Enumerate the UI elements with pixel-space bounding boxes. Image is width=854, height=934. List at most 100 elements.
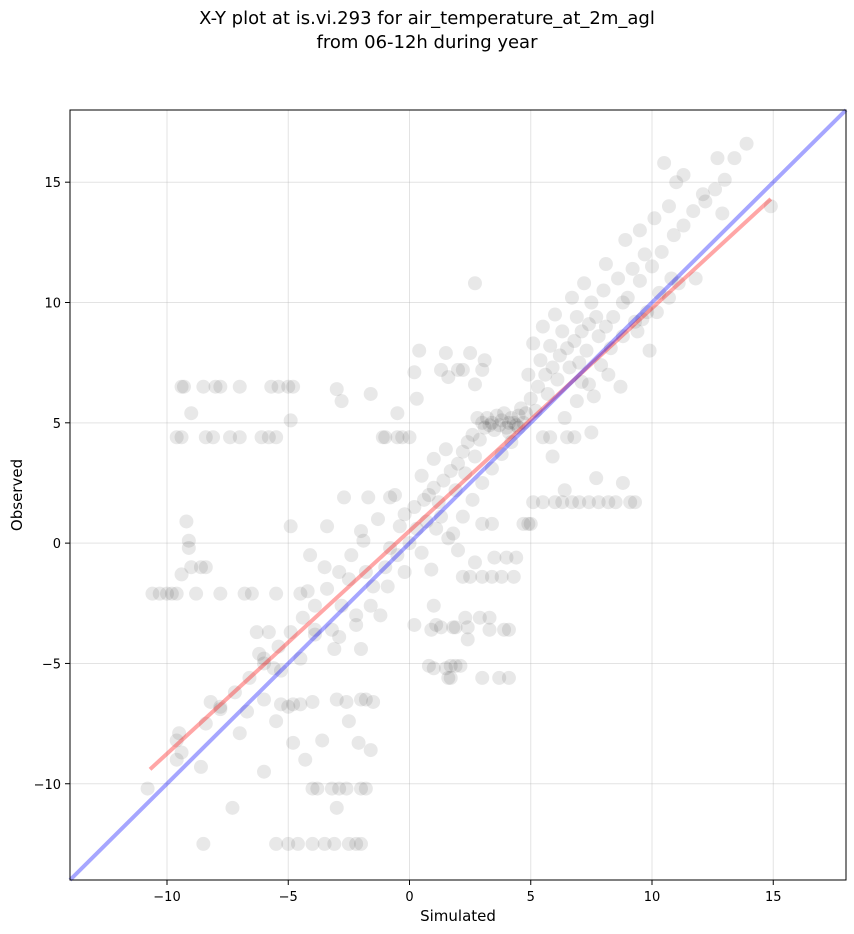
scatter-point <box>286 697 301 712</box>
scatter-point <box>324 622 339 637</box>
scatter-point <box>349 836 364 851</box>
scatter-point <box>475 475 490 490</box>
scatter-point <box>429 521 444 536</box>
scatter-point <box>286 379 301 394</box>
scatter-point <box>244 586 259 601</box>
scatter-point <box>332 781 347 796</box>
scatter-point <box>344 548 359 563</box>
scatter-point <box>434 362 449 377</box>
scatter-point <box>179 514 194 529</box>
scatter-point <box>630 324 645 339</box>
scatter-point <box>598 257 613 271</box>
scatter-point <box>392 519 407 534</box>
scatter-point <box>254 430 269 445</box>
scatter-point <box>380 579 395 594</box>
scatter-point <box>657 155 672 170</box>
scatter-point <box>589 309 604 324</box>
scatter-point <box>695 187 710 202</box>
scatter-point <box>269 714 284 729</box>
scatter-point <box>487 550 502 565</box>
scatter-point <box>417 492 432 507</box>
scatter-point <box>535 319 550 334</box>
scatter-point <box>269 430 284 445</box>
scatter-point <box>550 372 565 387</box>
scatter-point <box>615 475 630 490</box>
scatter-point <box>208 379 223 394</box>
scatter-point <box>494 569 509 584</box>
scatter-point <box>467 276 482 291</box>
scatter-point <box>293 586 308 601</box>
scatter-point <box>666 228 681 243</box>
scatter-point <box>213 702 228 717</box>
scatter-point <box>484 461 499 476</box>
scatter-point <box>596 283 611 298</box>
scatter-point <box>710 151 725 166</box>
scatter-point <box>213 379 228 394</box>
y-tick-label: 5 <box>53 417 61 432</box>
scatter-point <box>414 468 429 483</box>
x-tick-label: −10 <box>153 890 180 905</box>
scatter-point <box>739 136 754 151</box>
scatter-point <box>174 379 189 394</box>
scatter-point <box>397 507 412 522</box>
scatter-point <box>378 560 393 575</box>
scatter-point <box>354 781 368 796</box>
scatter-point <box>232 430 247 445</box>
scatter-point <box>320 581 335 596</box>
scatter-point <box>686 204 701 219</box>
scatter-point <box>446 526 461 541</box>
scatter-point <box>506 415 521 430</box>
scatter-point <box>290 836 305 851</box>
scatter-point <box>451 362 465 377</box>
scatter-point <box>467 377 482 392</box>
y-tick-label: 10 <box>44 297 61 312</box>
scatter-point <box>269 586 284 601</box>
scatter-point <box>564 290 579 305</box>
scatter-point <box>409 391 424 406</box>
scatter-point <box>516 415 531 430</box>
scatter-point <box>664 271 679 286</box>
scatter-point <box>261 625 276 640</box>
scatter-point <box>669 175 684 190</box>
scatter-point <box>472 610 487 625</box>
scatter-point <box>475 670 490 685</box>
scatter-point <box>632 273 647 288</box>
scatter-point <box>438 442 453 457</box>
scatter-point <box>501 670 516 685</box>
scatter-point <box>303 548 318 563</box>
scatter-point <box>441 531 456 546</box>
scatter-point <box>727 151 742 166</box>
scatter-point <box>242 670 257 685</box>
scatter-point <box>298 752 313 767</box>
scatter-point <box>581 377 596 392</box>
scatter-point <box>584 295 599 310</box>
scatter-point <box>283 519 298 534</box>
scatter-point <box>572 355 587 370</box>
scatter-point <box>232 379 247 394</box>
scatter-point <box>467 449 482 464</box>
scatter-point <box>455 509 470 524</box>
x-tick-label: −5 <box>279 890 298 905</box>
scatter-point <box>516 516 531 531</box>
scatter-point <box>572 495 587 510</box>
scatter-point <box>366 579 381 594</box>
scatter-point <box>548 495 562 510</box>
scatter-point <box>635 312 650 327</box>
scatter-point <box>264 379 279 394</box>
scatter-point <box>196 836 211 851</box>
scatter-point <box>475 516 490 531</box>
scatter-point <box>257 692 271 707</box>
scatter-point <box>419 514 434 529</box>
scatter-point <box>174 567 189 582</box>
scatter-point <box>271 379 286 394</box>
scatter-point <box>453 658 468 673</box>
scatter-point <box>611 271 626 286</box>
scatter-point <box>497 622 512 637</box>
scatter-point <box>625 261 640 276</box>
scatter-point <box>378 430 393 445</box>
scatter-point <box>237 586 252 601</box>
scatter-point <box>341 572 356 587</box>
scatter-point <box>257 764 271 779</box>
scatter-point <box>370 512 385 527</box>
